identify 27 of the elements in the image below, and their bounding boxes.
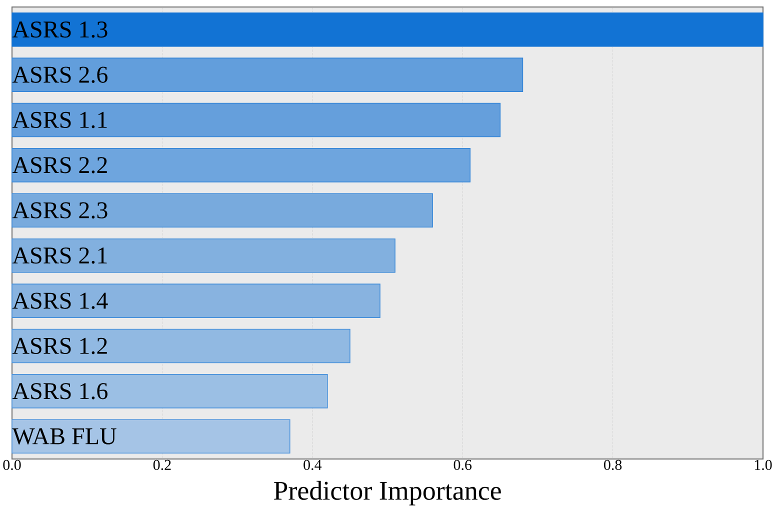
y-tick-label: ASRS 2.2: [12, 157, 107, 174]
x-axis-title: Predictor Importance: [274, 480, 501, 506]
y-tick-label: ASRS 1.4: [12, 292, 108, 309]
x-tick-label: 0.0: [3, 460, 21, 470]
y-tick-label: ASRS 2.3: [12, 202, 108, 219]
y-tick-label: ASRS 1.1: [12, 112, 107, 128]
y-tick-label: ASRS 2.1: [12, 247, 107, 264]
bar: [12, 374, 328, 408]
bar: [12, 193, 433, 228]
x-tick-label: 0.6: [454, 460, 472, 470]
y-tick-label: ASRS 1.3: [12, 21, 108, 38]
bar: [12, 102, 501, 138]
y-tick-label: ASRS 2.6: [12, 66, 108, 83]
y-tick-label: ASRS 1.2: [12, 338, 107, 354]
x-tick-label: 0.8: [604, 460, 622, 470]
bar: [12, 12, 764, 47]
x-tick-label: 0.4: [304, 460, 322, 470]
y-tick-label: WAB FLU: [12, 428, 116, 445]
x-tick-label: 1.0: [754, 460, 772, 470]
bar: [12, 328, 350, 364]
x-tick-label: 0.2: [153, 460, 171, 470]
bar: [12, 58, 524, 92]
bar: [12, 284, 380, 318]
bar: [12, 148, 471, 182]
bar: [12, 419, 290, 454]
y-tick-label: ASRS 1.6: [12, 383, 108, 400]
bar: [12, 238, 396, 273]
